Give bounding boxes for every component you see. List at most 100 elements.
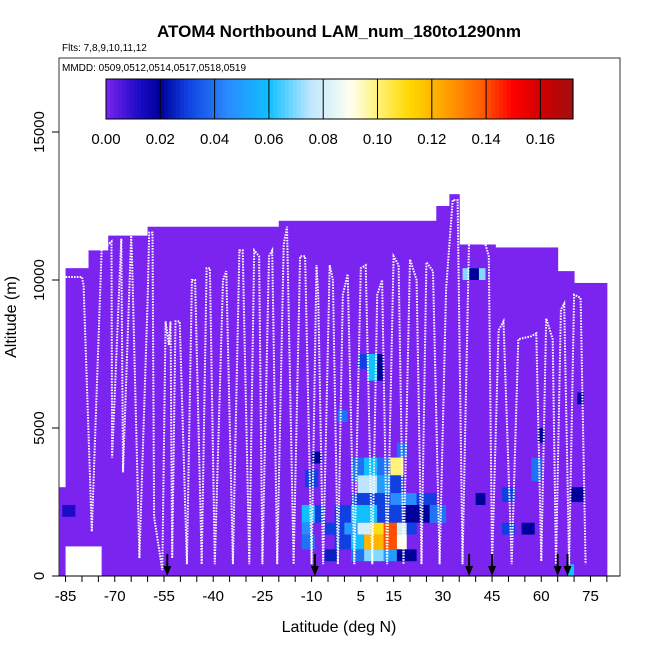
colorbar-strip bbox=[549, 79, 555, 119]
colorbar-tick-label: 0.12 bbox=[417, 131, 446, 148]
heatmap-cell bbox=[570, 487, 584, 502]
colorbar-strip bbox=[460, 79, 465, 119]
colorbar-strip bbox=[444, 79, 450, 119]
colorbar-strip bbox=[386, 79, 391, 119]
x-tick-label: 75 bbox=[582, 588, 599, 605]
colorbar-frame bbox=[105, 78, 574, 120]
x-tick-label: 60 bbox=[533, 588, 550, 605]
heatmap-cell bbox=[314, 504, 325, 523]
flight-arrow bbox=[563, 554, 572, 576]
colorbar-strip bbox=[312, 79, 317, 119]
colorbar-strip bbox=[425, 79, 430, 119]
heatmap-cell bbox=[416, 493, 437, 505]
colorbar-strip bbox=[249, 79, 255, 119]
heatmap-cell bbox=[311, 451, 322, 464]
colorbar-strip bbox=[129, 79, 134, 119]
colorbar-strip bbox=[152, 79, 158, 119]
colorbar-strip bbox=[378, 79, 383, 119]
colorbar-strip bbox=[471, 79, 477, 119]
colorbar-strip bbox=[156, 79, 162, 119]
heatmap-cell bbox=[344, 522, 358, 535]
colorbar-strip bbox=[117, 79, 123, 119]
colorbar-strip bbox=[183, 79, 189, 119]
colorbar-strip bbox=[499, 79, 504, 119]
heatmap-cell bbox=[521, 522, 535, 535]
coverage-block bbox=[59, 487, 67, 576]
heatmap-cell bbox=[370, 522, 384, 535]
heatmap-cell bbox=[367, 354, 378, 381]
y-axis-label: Altitude (m) bbox=[3, 276, 20, 358]
coverage-block bbox=[108, 235, 149, 576]
colorbar-strip bbox=[160, 79, 165, 119]
colorbar-strip bbox=[269, 79, 274, 119]
colorbar-strip bbox=[522, 79, 527, 119]
colorbar-strip bbox=[148, 79, 154, 119]
heatmap-cell bbox=[301, 522, 312, 535]
colorbar-strip bbox=[296, 79, 302, 119]
y-tick-label: 5000 bbox=[31, 411, 48, 444]
colorbar-strip bbox=[382, 79, 387, 119]
colorbar-strip bbox=[347, 79, 352, 119]
colorbar-strip bbox=[113, 79, 119, 119]
heatmap-cell bbox=[396, 534, 407, 550]
heatmap-cell bbox=[406, 522, 417, 535]
colorbar-strip bbox=[491, 79, 496, 119]
colorbar-strip bbox=[234, 79, 239, 119]
colorbar-strip bbox=[253, 79, 259, 119]
heatmap-cell bbox=[337, 410, 348, 423]
colorbar-tick-label: 0.16 bbox=[526, 131, 555, 148]
heatmap-cell bbox=[357, 522, 371, 535]
heatmap-cell bbox=[531, 457, 542, 482]
colorbar-strip bbox=[479, 79, 485, 119]
colorbar-strip bbox=[432, 79, 438, 119]
colorbar-strip bbox=[277, 79, 282, 119]
colorbar-strip bbox=[203, 79, 208, 119]
colorbar-strip bbox=[475, 79, 481, 119]
colorbar-strip bbox=[176, 79, 181, 119]
colorbar-strip bbox=[230, 79, 236, 119]
colorbar-strip bbox=[141, 79, 146, 119]
colorbar-strip bbox=[436, 79, 442, 119]
heatmap-cell bbox=[469, 268, 479, 280]
heatmap-cell bbox=[305, 469, 319, 488]
plot-area bbox=[58, 57, 621, 577]
heatmap-cell bbox=[377, 504, 404, 523]
colorbar-strip bbox=[144, 79, 150, 119]
colorbar-strip bbox=[323, 79, 329, 119]
colorbar-strip bbox=[133, 79, 138, 119]
colorbar-strip bbox=[565, 79, 570, 119]
colorbar-strip bbox=[316, 79, 321, 119]
coverage-block bbox=[449, 194, 460, 576]
colorbar-strip bbox=[413, 79, 418, 119]
heatmap-cell bbox=[390, 493, 417, 505]
colorbar-strip bbox=[417, 79, 422, 119]
colorbar-strip bbox=[541, 79, 547, 119]
colorbar-strip bbox=[281, 79, 286, 119]
heatmap-cell bbox=[357, 354, 368, 369]
colorbar-strip bbox=[125, 79, 130, 119]
x-tick-label: -85 bbox=[55, 588, 77, 605]
colorbar-strip bbox=[370, 79, 376, 119]
colorbar-strip bbox=[421, 79, 426, 119]
coverage-block bbox=[65, 268, 90, 576]
colorbar-strip bbox=[510, 79, 516, 119]
x-tick-label: -70 bbox=[104, 588, 126, 605]
heatmap-cell bbox=[537, 428, 545, 443]
colorbar-strip bbox=[366, 79, 372, 119]
heatmap-cell bbox=[390, 475, 404, 494]
colorbar-strip bbox=[218, 79, 224, 119]
colorbar-strip bbox=[506, 79, 512, 119]
heatmap-cell bbox=[350, 549, 365, 562]
colorbar-strip bbox=[456, 79, 461, 119]
colorbar-tick-label: 0.08 bbox=[309, 131, 338, 148]
colorbar-strip bbox=[534, 79, 539, 119]
colorbar-strip bbox=[440, 79, 446, 119]
colorbar-strip bbox=[222, 79, 228, 119]
colorbar-strip bbox=[429, 79, 434, 119]
heatmap-cell bbox=[324, 549, 338, 562]
colorbar-tick-label: 0.02 bbox=[146, 131, 175, 148]
colorbar-strip bbox=[390, 79, 395, 119]
colorbar-tick-label: 0.04 bbox=[200, 131, 229, 148]
heatmap-cell bbox=[501, 522, 516, 535]
colorbar-strip bbox=[569, 79, 574, 119]
